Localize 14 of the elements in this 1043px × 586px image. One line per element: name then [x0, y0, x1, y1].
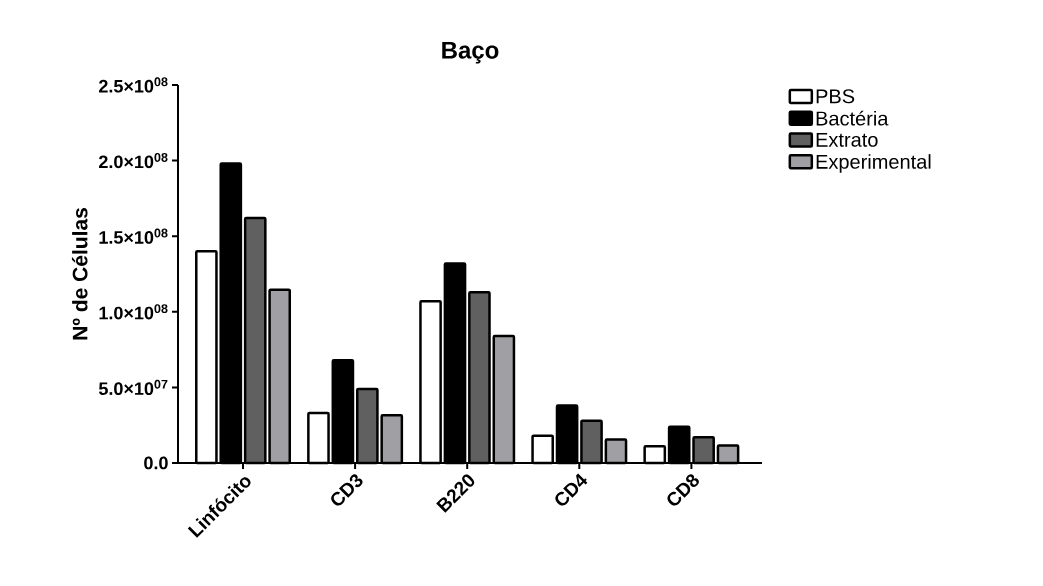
chart-title: Baço — [442, 41, 499, 64]
legend-label: Extrato — [816, 132, 878, 147]
y-tick-label: 1.0×10$^{08}$ — [99, 304, 168, 320]
y-tick-label: 0.0 — [144, 456, 168, 470]
legend-label: Bactéria — [816, 110, 889, 126]
y-tick-label: 1.5×10$^{08}$ — [99, 228, 168, 244]
legend-label: PBS — [816, 89, 855, 104]
y-axis-title: Nº de Células — [71, 208, 88, 340]
x-tick-label: CD8 — [667, 474, 699, 506]
y-tick-label: 5.0×10$^{07}$ — [98, 379, 168, 396]
legend-label: Experimental — [816, 154, 931, 173]
y-tick-label: 2.0×10$^{08}$ — [99, 152, 168, 169]
x-tick-label: CD3 — [331, 474, 363, 506]
y-tick-label: 2.5×10$^{08}$ — [99, 77, 168, 93]
